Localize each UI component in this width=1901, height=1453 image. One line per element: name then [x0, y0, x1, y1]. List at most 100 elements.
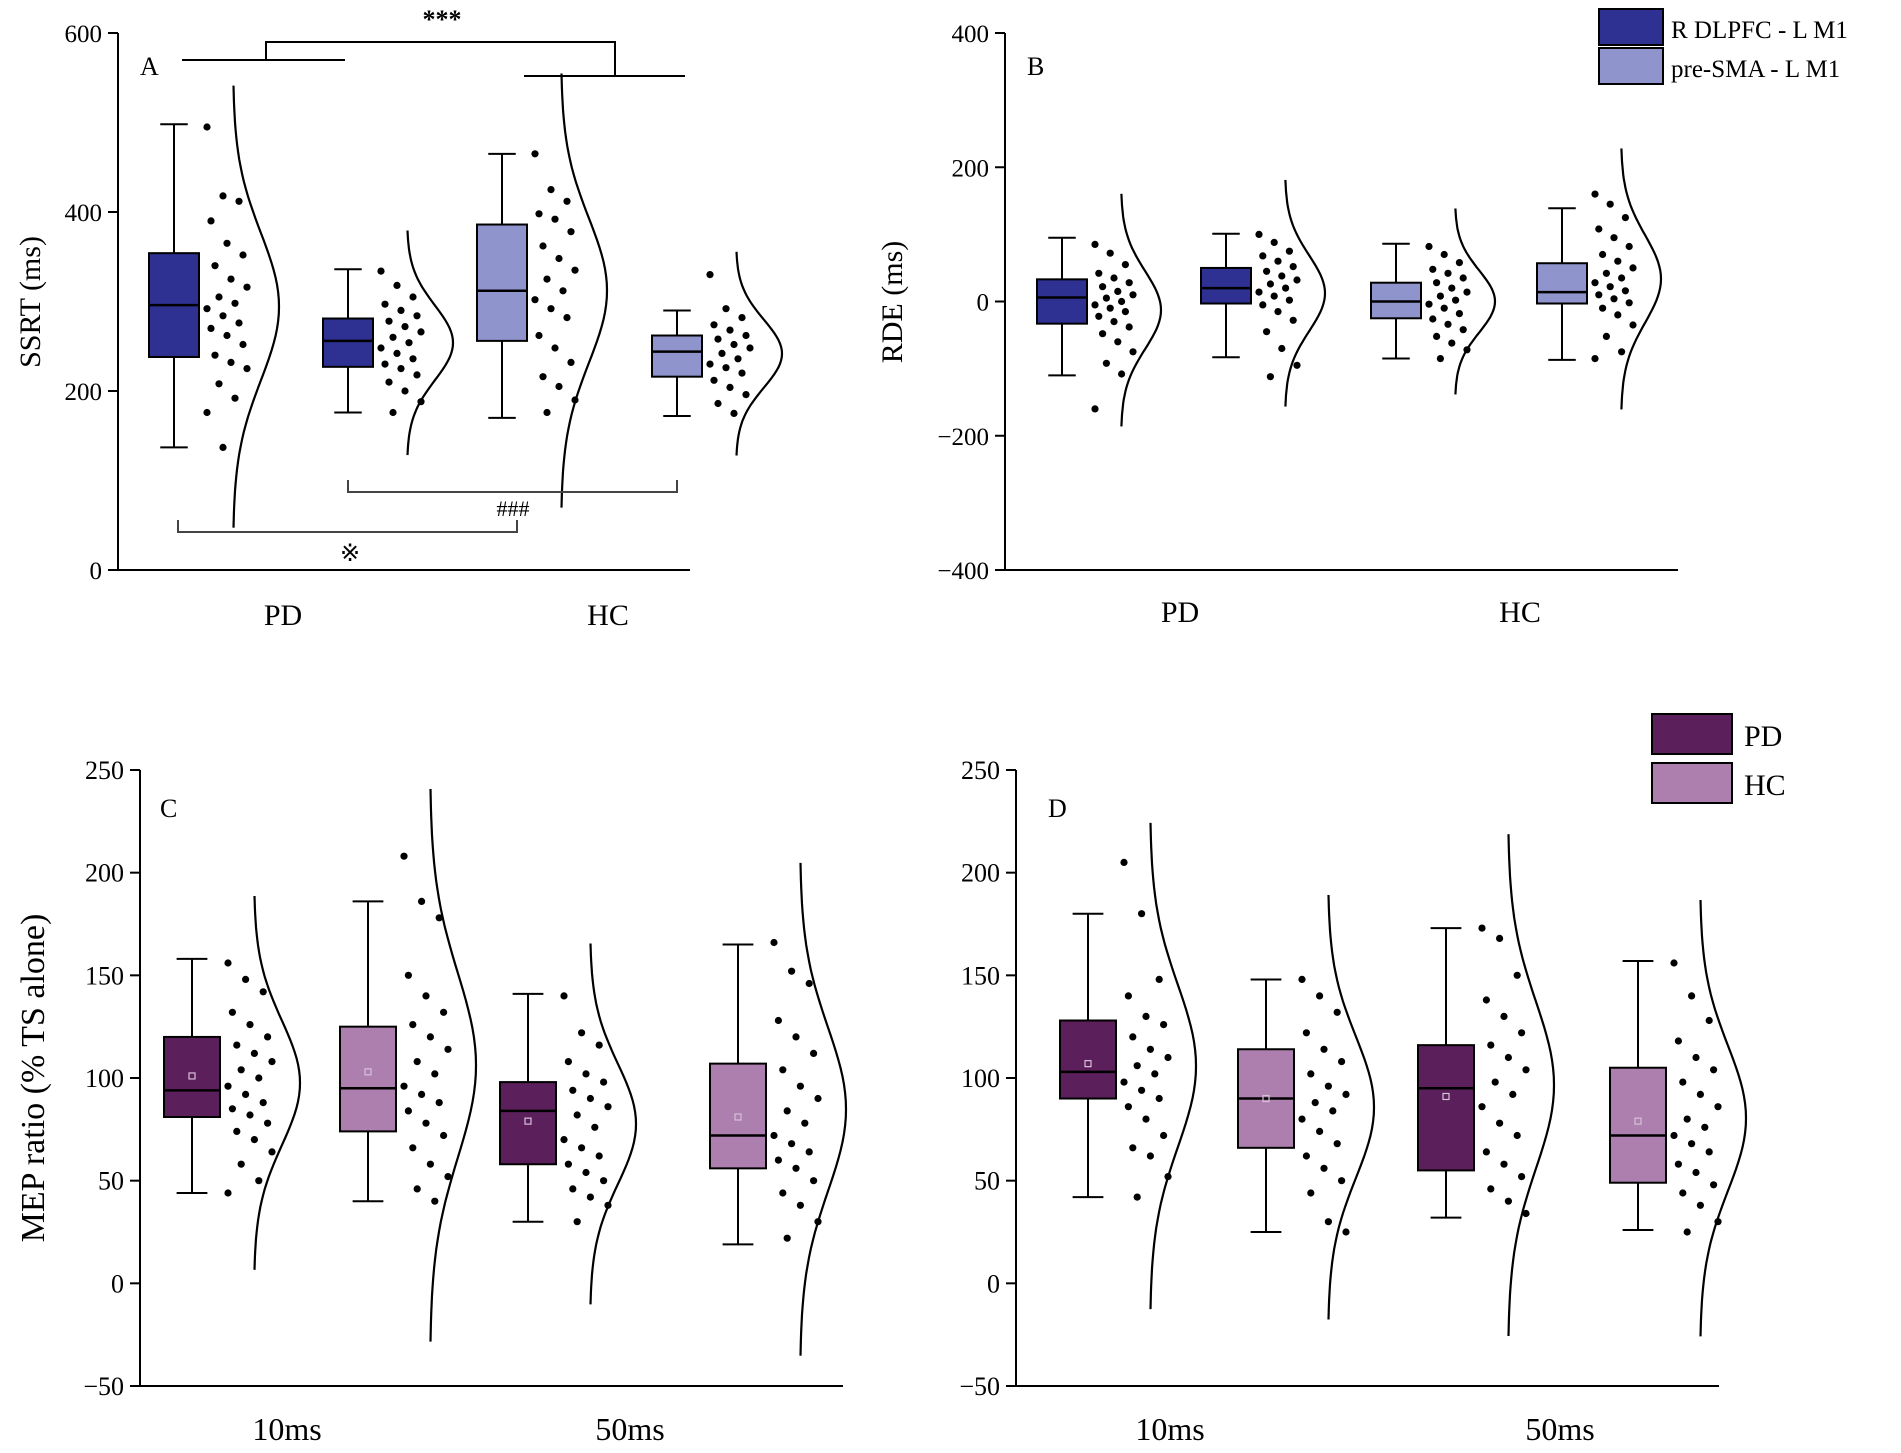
data-point	[1679, 1189, 1687, 1197]
data-point	[1509, 1090, 1517, 1098]
panel-d-plot	[1059, 822, 1748, 1337]
data-point	[582, 1168, 590, 1177]
legend-d-label-hc: HC	[1744, 769, 1786, 802]
data-point	[422, 992, 430, 1000]
data-point	[770, 938, 778, 947]
box	[476, 223, 528, 342]
data-point	[397, 306, 405, 314]
panel-d-label: D	[1048, 794, 1067, 823]
data-point	[264, 1119, 272, 1127]
y-tick-label: 400	[952, 21, 990, 48]
data-point	[779, 1189, 787, 1197]
data-point	[714, 335, 722, 343]
data-point	[1491, 1078, 1499, 1086]
data-point	[1285, 296, 1293, 304]
data-point	[814, 1094, 822, 1103]
data-point	[228, 1105, 236, 1113]
box	[1609, 1066, 1667, 1184]
data-point	[243, 283, 251, 291]
data-point	[1110, 318, 1118, 326]
data-point	[531, 150, 539, 158]
data-point	[409, 355, 417, 363]
data-point	[1125, 323, 1133, 331]
panel-b-ticks: −400 −200 0 200 400	[937, 21, 1005, 585]
legend-b-swatch-dlpfc	[1598, 8, 1664, 46]
data-point	[805, 979, 813, 988]
y-tick-label: 0	[977, 290, 990, 317]
data-point	[1629, 321, 1637, 329]
data-point	[1263, 267, 1271, 275]
data-point	[1118, 370, 1126, 378]
data-point	[400, 1082, 408, 1090]
data-point	[268, 1058, 276, 1066]
data-point	[1679, 1078, 1687, 1086]
data-point	[1102, 359, 1110, 367]
data-point	[535, 331, 543, 340]
data-point	[604, 1201, 612, 1209]
y-tick-label: 150	[961, 961, 1000, 990]
data-point	[1266, 280, 1274, 288]
category-label: 50ms	[595, 1411, 664, 1447]
legend-d-label-pd: PD	[1744, 720, 1782, 753]
data-point	[207, 324, 215, 332]
data-point	[1688, 992, 1696, 1000]
panel-c: C MEP ratio (% TS alone) −50 0 50 100 150 200…	[15, 756, 848, 1447]
data-point	[1302, 1152, 1310, 1160]
data-point	[547, 305, 555, 313]
y-tick-label: −50	[83, 1372, 124, 1401]
density-curve	[1284, 179, 1327, 407]
data-point	[233, 1041, 241, 1049]
data-point	[1270, 238, 1278, 246]
data-point	[578, 1144, 586, 1152]
data-point	[1683, 1115, 1691, 1123]
data-point	[435, 1099, 443, 1107]
data-point	[1595, 225, 1603, 233]
data-point	[1714, 1103, 1722, 1111]
legend-b-swatch-presma	[1598, 47, 1664, 85]
panel-a-label: A	[140, 52, 159, 81]
data-point	[547, 186, 555, 194]
data-point	[746, 344, 754, 352]
data-point	[770, 1131, 778, 1140]
data-point	[203, 123, 211, 131]
data-point	[1433, 332, 1441, 340]
data-point	[1459, 326, 1467, 334]
data-point	[1436, 292, 1444, 300]
data-point	[393, 281, 401, 289]
data-point	[231, 299, 239, 307]
data-point	[1316, 1127, 1324, 1135]
data-point	[203, 408, 211, 417]
data-point	[400, 852, 408, 860]
data-point	[710, 321, 718, 329]
data-point	[223, 239, 231, 247]
data-point	[381, 300, 389, 308]
data-point	[1504, 1197, 1512, 1205]
data-point	[1142, 1012, 1150, 1021]
data-point	[1591, 355, 1599, 363]
data-point	[1591, 190, 1599, 198]
data-point	[1129, 1144, 1137, 1152]
data-point	[1255, 230, 1263, 238]
data-point	[1618, 348, 1626, 356]
data-point	[440, 1008, 448, 1016]
data-point	[573, 1218, 581, 1226]
density-curve	[1149, 822, 1198, 1310]
data-point	[1482, 1148, 1490, 1156]
data-point	[1629, 264, 1637, 272]
y-tick-label: −50	[959, 1372, 1000, 1401]
data-point	[539, 242, 547, 250]
data-point	[1683, 1228, 1691, 1236]
sig-bracket-presma: ###	[347, 480, 678, 521]
data-point	[726, 383, 734, 391]
data-point	[259, 988, 267, 996]
data-point	[571, 396, 579, 404]
data-point	[738, 369, 746, 377]
data-point	[792, 1164, 800, 1172]
data-point	[783, 1234, 791, 1242]
panel-a-plot	[148, 73, 784, 528]
data-point	[211, 262, 219, 270]
density-curve	[735, 251, 784, 456]
data-point	[1120, 858, 1128, 867]
data-point	[1133, 1193, 1141, 1201]
